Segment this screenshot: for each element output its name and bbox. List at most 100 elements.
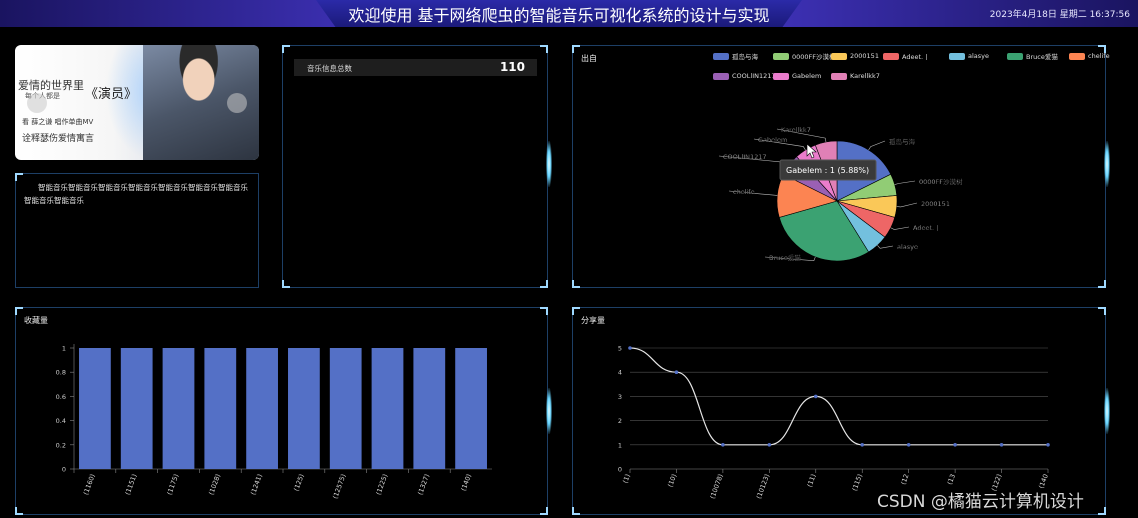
music-total-row: 音乐信息总数 110 <box>294 59 537 76</box>
favorites-bar-panel: 收藏量 0 0.2 0.4 0.6 0.8 1 (1160) (1151) (1175) (102… <box>15 307 552 516</box>
bar <box>204 348 237 469</box>
banner-carousel[interactable]: 爱情的世界里 每个人都是 《演员》 看 薛之谦 唱作单曲MV 诠释瑟伤爱情寓言 <box>15 45 259 160</box>
x-tick-label: (1028) <box>207 473 222 496</box>
legend-label: 2000151 <box>850 52 879 60</box>
corner-decoration <box>282 45 290 53</box>
line-chart-title: 分享量 <box>581 316 605 325</box>
cursor-icon <box>806 143 817 159</box>
pie-label-line <box>753 138 806 151</box>
edge-glow <box>546 141 552 187</box>
y-tick-label: 1 <box>618 441 622 449</box>
pie-label: Adeet.丨 <box>913 224 941 232</box>
pie-chart-title: 出自 <box>581 54 597 63</box>
legend-swatch <box>773 52 789 60</box>
corner-decoration <box>1098 280 1106 288</box>
x-tick-label: (140) <box>459 473 472 492</box>
shares-line-panel: 分享量 0 1 2 3 4 5 (1) (10) (10078) (10123) (11) (115)… <box>572 307 1110 516</box>
legend-swatch <box>883 52 899 60</box>
pie-legend-item[interactable]: COOLlIN1217 <box>713 71 776 81</box>
source-pie-panel: 出自 孤岛与海 0000FF沙漠树 2000151 Adeet.丨 alasye Bruc… <box>572 45 1110 289</box>
legend-label: 孤岛与海 <box>732 53 758 61</box>
legend-swatch <box>831 72 847 80</box>
bar <box>79 348 111 469</box>
pie-legend-item[interactable]: 孤岛与海 <box>713 51 758 61</box>
pie-label-line <box>728 190 778 196</box>
pie-label-line <box>776 128 827 143</box>
y-tick-label: 0 <box>618 466 622 474</box>
data-point <box>813 394 818 399</box>
corner-decoration <box>1098 45 1106 53</box>
pie-label: alasye <box>897 243 918 251</box>
legend-label: 0000FF沙漠树 <box>792 53 836 61</box>
corner-decoration <box>1098 507 1106 515</box>
pie-legend-item[interactable]: Bruce爱猫 <box>1007 51 1058 61</box>
pie-legend-item[interactable]: 0000FF沙漠树 <box>773 51 836 61</box>
corner-decoration <box>572 307 580 315</box>
legend-label: alasye <box>968 52 990 60</box>
pie-tooltip: Gabelem : 1 (5.88%) <box>779 159 877 181</box>
x-tick-label: (1151) <box>124 473 139 496</box>
carousel-next-button[interactable] <box>227 93 247 113</box>
x-tick-label: (1225) <box>374 473 389 496</box>
edge-glow <box>1104 388 1110 434</box>
banner-slogan: 诠释瑟伤爱情寓言 <box>22 134 95 144</box>
x-tick-label: (1) <box>621 473 632 484</box>
pie-legend-item[interactable]: alasye <box>949 51 989 61</box>
pie-label: 2000151 <box>921 200 950 208</box>
pie-legend-item[interactable]: chelife <box>1069 51 1110 61</box>
pie-label: Gabelem <box>758 136 787 144</box>
pie-chart[interactable]: 孤岛与海 0000FF沙漠树 2000151 Adeet.丨 alasye Bruce爱猫… <box>573 46 1107 289</box>
bar <box>413 348 446 469</box>
corner-decoration <box>572 45 580 53</box>
x-tick-label: (12575) <box>331 473 347 500</box>
y-tick-label: 0.8 <box>56 369 66 377</box>
pie-legend-item[interactable]: 2000151 <box>831 51 879 61</box>
datetime-display: 2023年4月18日 星期二 16:37:56 <box>989 10 1130 20</box>
pie-legend-item[interactable]: Karellkk7 <box>831 71 880 81</box>
x-tick-label: (1241) <box>249 473 264 496</box>
x-tick-label: (1160) <box>82 473 97 496</box>
corner-decoration <box>572 280 580 288</box>
pie-label-line <box>890 226 910 230</box>
pie-label: COOLlIN1217 <box>723 153 767 161</box>
pie-label-line <box>877 245 894 249</box>
bar <box>455 348 487 469</box>
stats-panel: 音乐信息总数 110 <box>282 45 552 288</box>
legend-swatch <box>831 52 847 60</box>
carousel-prev-button[interactable] <box>27 93 47 113</box>
watermark-text: CSDN @橘猫云计算机设计 <box>877 492 1084 512</box>
y-tick-label: 1 <box>62 345 66 353</box>
intro-panel: 智能音乐智能音乐智能音乐智能音乐智能音乐智能音乐智能音乐智能音乐智能音乐 <box>15 173 259 288</box>
x-tick-label: (1175) <box>165 473 180 496</box>
edge-glow <box>1104 141 1110 187</box>
y-tick-label: 0.2 <box>56 441 66 449</box>
line-chart[interactable]: 0 1 2 3 4 5 (1) (10) (10078) (10123) (11) (115) (12 (… <box>573 308 1107 516</box>
corner-decoration <box>540 307 548 315</box>
legend-label: Adeet.丨 <box>902 53 930 61</box>
banner-song-title: 《演员》 <box>85 87 138 102</box>
legend-label: Karellkk7 <box>850 72 880 80</box>
x-tick-label: (10078) <box>708 473 724 500</box>
x-tick-label: (10123) <box>755 473 771 500</box>
y-tick-label: 3 <box>618 393 622 401</box>
y-tick-label: 5 <box>618 345 622 353</box>
corner-decoration <box>540 45 548 53</box>
data-point <box>628 346 632 350</box>
edge-glow <box>546 388 552 434</box>
pie-label-line <box>894 180 916 185</box>
y-tick-label: 0 <box>62 466 66 474</box>
pie-legend-item[interactable]: Gabelem <box>773 71 821 81</box>
pie-legend-item[interactable]: Adeet.丨 <box>883 51 930 61</box>
legend-swatch <box>1069 52 1085 60</box>
x-tick-label: (115) <box>851 473 864 492</box>
banner-tagline: 爱情的世界里 <box>18 79 84 92</box>
corner-decoration <box>572 507 580 515</box>
y-tick-label: 0.6 <box>56 393 66 401</box>
legend-swatch <box>1007 52 1023 60</box>
bar-chart[interactable]: 0 0.2 0.4 0.6 0.8 1 (1160) (1151) (1175) (1028) (1… <box>16 308 549 516</box>
data-point <box>999 443 1004 447</box>
data-point <box>721 443 725 447</box>
corner-decoration <box>15 307 23 315</box>
pie-label: Karellkk7 <box>781 126 811 134</box>
corner-decoration <box>15 507 23 515</box>
